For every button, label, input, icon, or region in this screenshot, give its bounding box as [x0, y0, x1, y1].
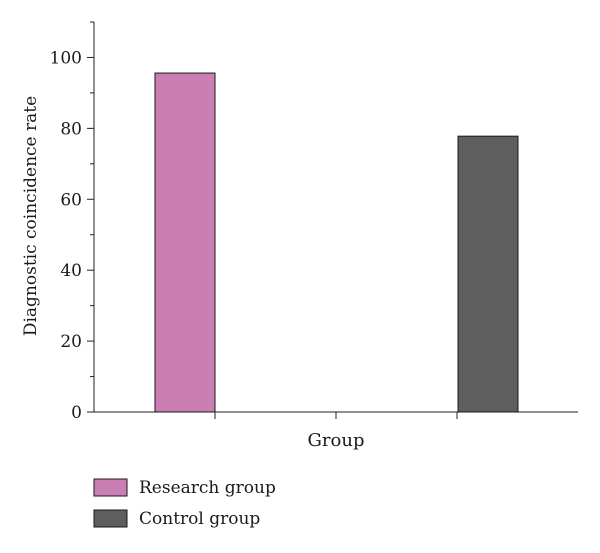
legend-label: Control group [139, 509, 260, 529]
bar-control-group [457, 135, 519, 413]
bars [154, 72, 519, 413]
x-axis-label: Group [308, 430, 365, 451]
y-tick-label: 40 [60, 261, 82, 281]
bar-research-group [154, 72, 216, 413]
y-tick-label: 60 [60, 190, 82, 210]
y-tick-label: 80 [60, 119, 82, 139]
legend: Research group Control group [93, 478, 276, 529]
legend-swatch [93, 478, 128, 497]
y-axis-label: Diagnostic coincidence rate [21, 96, 41, 336]
y-tick-label: 0 [71, 403, 82, 423]
x-axis-ticks [214, 412, 458, 419]
y-axis-ticks: 0 20 40 60 80 100 [50, 21, 94, 423]
legend-label: Research group [139, 478, 276, 498]
legend-swatch [93, 509, 128, 528]
y-tick-label: 20 [60, 332, 82, 352]
y-tick-label: 100 [50, 48, 82, 68]
